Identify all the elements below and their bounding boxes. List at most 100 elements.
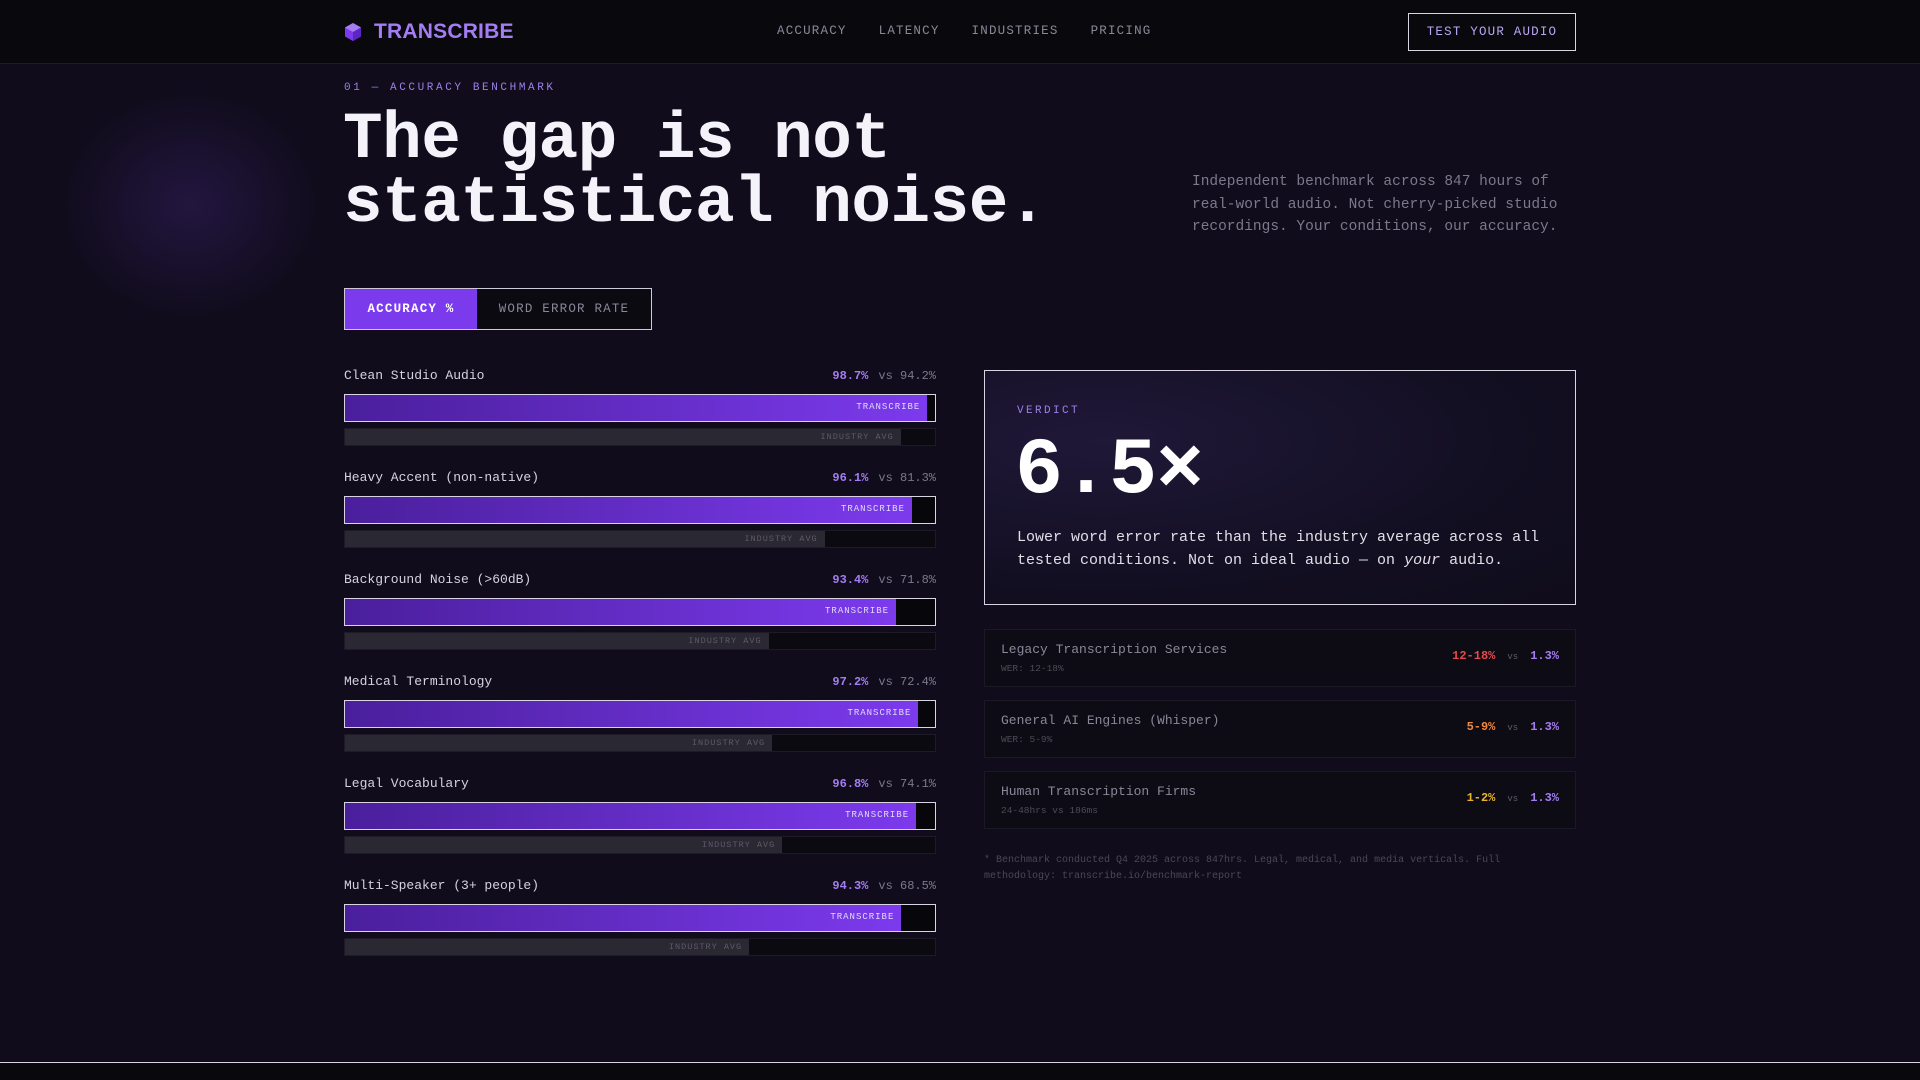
headline-line-1: The gap is not — [343, 102, 891, 177]
bar-value-industry: vs 94.2% — [878, 369, 936, 383]
bar-fill-ours: TRANSCRIBE — [345, 395, 928, 421]
comparison-ours: 1.3% — [1530, 791, 1559, 805]
comparison-theirs: 1-2% — [1466, 791, 1496, 805]
bar-track-industry: INDUSTRY AVG — [344, 428, 936, 446]
comparison-vs: vs — [1507, 794, 1519, 804]
bar-fill-industry-label: INDUSTRY AVG — [668, 942, 743, 952]
bar-track-ours: TRANSCRIBE — [344, 496, 936, 524]
bar-value-industry: vs 81.3% — [878, 471, 936, 485]
page-headline: The gap is not statistical noise. — [343, 107, 1103, 237]
verdict-text: Lower word error rate than the industry … — [1017, 526, 1547, 572]
bar-value-ours: 96.8% — [832, 777, 869, 791]
comparison-subtext: 24-48hrs vs 186ms — [1001, 805, 1098, 816]
metric-toggle: ACCURACY % WORD ERROR RATE — [344, 288, 652, 330]
bar-fill-industry: INDUSTRY AVG — [345, 633, 769, 649]
benchmark-footnote: * Benchmark conducted Q4 2025 across 847… — [984, 855, 1501, 882]
bar-fill-ours-label: TRANSCRIBE — [840, 504, 905, 514]
intro-text: Independent benchmark across 847 hours o… — [1192, 174, 1558, 235]
bar-fill-industry-label: INDUSTRY AVG — [688, 636, 762, 646]
bar-value-ours: 96.1% — [832, 471, 869, 485]
verdict-eyebrow: VERDICT — [1017, 405, 1081, 417]
bar-value-industry: vs 74.1% — [878, 777, 936, 791]
comparison-row-general-ai: General AI Engines (Whisper) WER: 5-9% 5… — [984, 700, 1576, 758]
bar-track-ours: TRANSCRIBE — [344, 904, 936, 932]
background-glow — [60, 90, 320, 320]
verdict-multiplier: 6.5× — [1015, 426, 1204, 517]
brand[interactable]: TRANSCRIBE — [344, 20, 514, 44]
bar-label: Multi-Speaker (3+ people) — [344, 878, 540, 893]
tab-word-error-rate[interactable]: WORD ERROR RATE — [477, 289, 651, 329]
bar-fill-ours: TRANSCRIBE — [345, 803, 917, 829]
benchmark-bars: Clean Studio Audio 98.7% vs 94.2% TRANSCR… — [344, 368, 936, 980]
bar-group-heavy-accent: Heavy Accent (non-native) 96.1% vs 81.3% … — [344, 470, 936, 572]
headline-line-2: statistical noise. — [343, 166, 1047, 241]
bar-label: Clean Studio Audio — [344, 368, 485, 383]
bar-track-ours: TRANSCRIBE — [344, 394, 936, 422]
brand-name: TRANSCRIBE — [374, 20, 514, 43]
top-nav: TRANSCRIBE ACCURACY LATENCY INDUSTRIES P… — [0, 0, 1920, 64]
bar-fill-industry: INDUSTRY AVG — [345, 735, 773, 751]
bar-fill-ours-label: TRANSCRIBE — [856, 402, 921, 412]
bar-fill-industry-label: INDUSTRY AVG — [691, 738, 766, 748]
bar-fill-industry-label: INDUSTRY AVG — [820, 432, 894, 442]
bar-label: Legal Vocabulary — [344, 776, 469, 791]
bar-value-ours: 97.2% — [832, 675, 869, 689]
tab-accuracy[interactable]: ACCURACY % — [345, 289, 477, 329]
bar-group-background-noise: Background Noise (>60dB) 93.4% vs 71.8% T… — [344, 572, 936, 674]
bar-track-ours: TRANSCRIBE — [344, 598, 936, 626]
bar-value-industry: vs 71.8% — [878, 573, 936, 587]
verdict-text-before: Lower word error rate than the industry … — [1017, 529, 1540, 569]
comparison-ours: 1.3% — [1530, 649, 1559, 663]
bar-track-ours: TRANSCRIBE — [344, 802, 936, 830]
bar-value-ours: 94.3% — [832, 879, 869, 893]
comparison-row-human: Human Transcription Firms 24-48hrs vs 18… — [984, 771, 1576, 829]
bar-track-industry: INDUSTRY AVG — [344, 734, 936, 752]
bar-fill-ours-label: TRANSCRIBE — [825, 606, 890, 616]
bar-fill-ours: TRANSCRIBE — [345, 905, 902, 931]
comparison-name: General AI Engines (Whisper) — [1001, 713, 1220, 728]
bar-fill-ours: TRANSCRIBE — [345, 701, 919, 727]
bar-fill-industry: INDUSTRY AVG — [345, 837, 783, 853]
bar-value-ours: 93.4% — [832, 573, 869, 587]
bar-fill-ours-label: TRANSCRIBE — [830, 912, 895, 922]
test-your-audio-button[interactable]: TEST YOUR AUDIO — [1408, 13, 1576, 51]
verdict-text-after: audio. — [1440, 552, 1504, 569]
comparison-row-legacy: Legacy Transcription Services WER: 12-18… — [984, 629, 1576, 687]
nav-link-latency[interactable]: LATENCY — [878, 24, 940, 38]
bar-fill-industry: INDUSTRY AVG — [345, 429, 901, 445]
bar-track-ours: TRANSCRIBE — [344, 700, 936, 728]
bar-label: Background Noise (>60dB) — [344, 572, 532, 587]
bar-fill-industry-label: INDUSTRY AVG — [744, 534, 818, 544]
comparison-name: Legacy Transcription Services — [1001, 642, 1228, 657]
comparison-theirs: 12-18% — [1452, 649, 1496, 663]
bar-fill-ours-label: TRANSCRIBE — [847, 708, 912, 718]
comparison-vs: vs — [1507, 723, 1519, 733]
comparison-vs: vs — [1507, 652, 1519, 662]
bar-label: Heavy Accent (non-native) — [344, 470, 540, 485]
bar-group-legal-vocabulary: Legal Vocabulary 96.8% vs 74.1% TRANSCRIB… — [344, 776, 936, 878]
nav-link-accuracy[interactable]: ACCURACY — [777, 24, 847, 38]
bar-label: Medical Terminology — [344, 674, 493, 689]
nav-link-industries[interactable]: INDUSTRIES — [971, 24, 1059, 38]
bar-track-industry: INDUSTRY AVG — [344, 632, 936, 650]
bar-group-clean-studio: Clean Studio Audio 98.7% vs 94.2% TRANSCR… — [344, 368, 936, 470]
comparison-subtext: WER: 5-9% — [1001, 734, 1053, 745]
verdict-text-emphasis: your — [1404, 552, 1441, 569]
bar-fill-industry-label: INDUSTRY AVG — [701, 840, 776, 850]
comparison-theirs: 5-9% — [1466, 720, 1496, 734]
bar-fill-industry: INDUSTRY AVG — [345, 531, 825, 547]
bar-track-industry: INDUSTRY AVG — [344, 530, 936, 548]
nav-links: ACCURACY LATENCY INDUSTRIES PRICING — [777, 24, 1151, 38]
bar-fill-ours-label: TRANSCRIBE — [845, 810, 910, 820]
bar-fill-industry: INDUSTRY AVG — [345, 939, 750, 955]
verdict-card: VERDICT 6.5× Lower word error rate than … — [984, 370, 1576, 605]
comparison-ours: 1.3% — [1530, 720, 1559, 734]
comparison-name: Human Transcription Firms — [1001, 784, 1197, 799]
bar-group-medical-terminology: Medical Terminology 97.2% vs 72.4% TRANSC… — [344, 674, 936, 776]
nav-link-pricing[interactable]: PRICING — [1090, 24, 1152, 38]
logo-icon — [345, 23, 361, 41]
comparison-subtext: WER: 12-18% — [1001, 663, 1064, 674]
bar-group-multi-speaker: Multi-Speaker (3+ people) 94.3% vs 68.5% … — [344, 878, 936, 980]
bar-fill-ours: TRANSCRIBE — [345, 599, 897, 625]
bar-value-industry: vs 68.5% — [878, 879, 936, 893]
